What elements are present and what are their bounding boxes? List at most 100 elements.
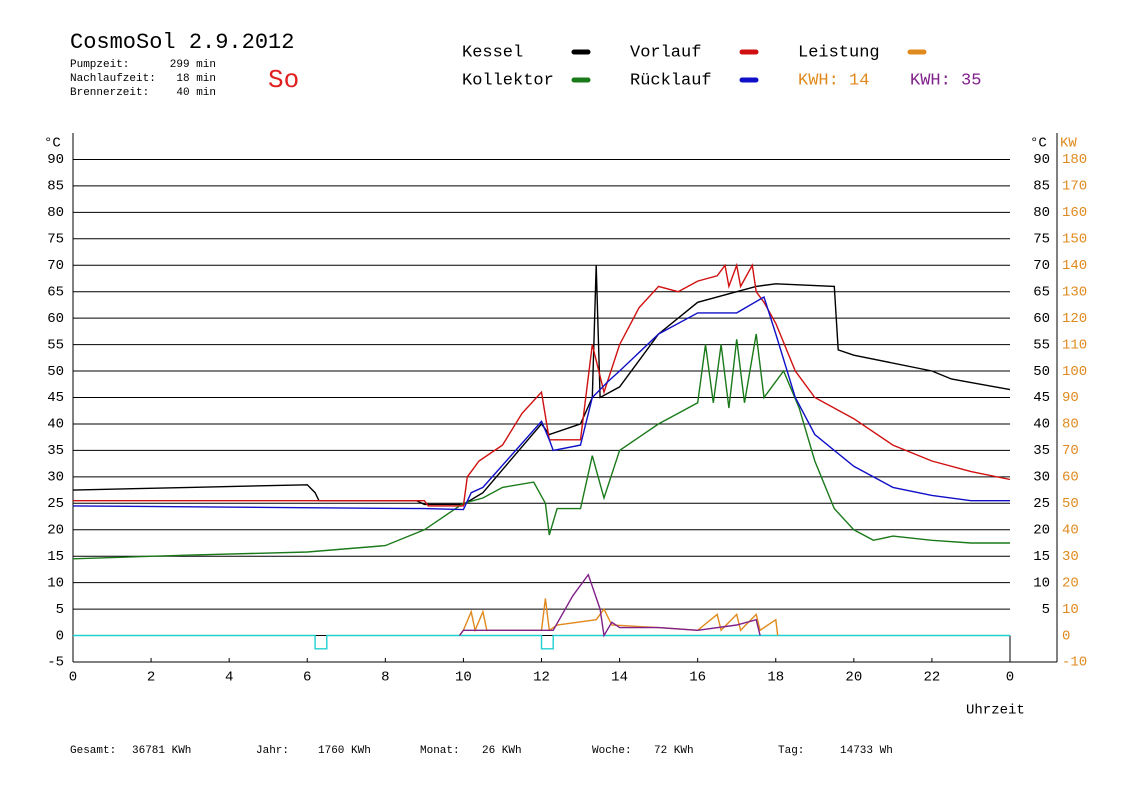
footer-label: Gesamt: [70,745,116,757]
y2-tick-label: 0 [1062,628,1070,644]
x-tick-label: 4 [225,670,233,686]
y-tick-label: 40 [47,417,64,433]
info-label: Brennerzeit: [70,87,149,99]
x-tick-label: 12 [533,670,550,686]
info-value: 299 min [170,59,216,71]
info-label: Nachlaufzeit: [70,73,156,85]
y-tick-label: 60 [47,311,64,327]
y-tick-label: 30 [47,470,64,486]
y-tick-label-right: 10 [1033,575,1050,591]
y-tick-label: 80 [47,205,64,221]
y-tick-label-right: 35 [1033,443,1050,459]
y-tick-label: 70 [47,258,64,274]
series-line [72,333,1010,560]
y-axis-label-right: °C [1030,136,1047,152]
x-tick-label: 6 [303,670,311,686]
y2-tick-label: 180 [1062,152,1087,168]
y2-tick-label: 160 [1062,205,1087,221]
y-tick-label: 25 [47,496,64,512]
y-tick-label-right: 50 [1033,364,1050,380]
footer-value: 26 KWh [482,745,522,757]
y-tick-label: 45 [47,390,64,406]
y-tick-label: 90 [47,152,64,168]
legend-label: Kessel [462,43,523,62]
y-axis-label: °C [44,136,61,152]
y-tick-label: 20 [47,522,64,538]
y-tick-label-right: 85 [1033,179,1050,195]
day: So [268,65,299,95]
series-line [72,295,1010,511]
y-tick-label-right: 40 [1033,417,1050,433]
x-tick-label: 2 [147,670,155,686]
y2-tick-label: -10 [1062,655,1087,671]
x-tick-label: 14 [611,670,628,686]
y-tick-label: 65 [47,284,64,300]
y2-tick-label: 20 [1062,575,1079,591]
legend-label: Vorlauf [630,43,701,62]
footer-value: 14733 Wh [840,745,893,757]
y-tick-label-right: 15 [1033,549,1050,565]
footer-label: Tag: [778,745,804,757]
y2-tick-label: 150 [1062,232,1087,248]
y-tick-label: 75 [47,232,64,248]
y-tick-label-right: 60 [1033,311,1050,327]
y-tick-label: 55 [47,337,64,353]
y-tick-label-right: 70 [1033,258,1050,274]
x-tick-label: 22 [924,670,941,686]
y2-tick-label: 60 [1062,470,1079,486]
y2-tick-label: 90 [1062,390,1079,406]
y2-tick-label: 130 [1062,284,1087,300]
info-value: 40 min [176,87,216,99]
y2-tick-label: 40 [1062,522,1079,538]
y2-tick-label: 100 [1062,364,1087,380]
y-tick-label: 15 [47,549,64,565]
y-tick-label: 85 [47,179,64,195]
x-axis-label: Uhrzeit [966,703,1025,719]
legend-label: Leistung [798,43,880,62]
y-tick-label-right: 30 [1033,470,1050,486]
footer-label: Jahr: [256,745,289,757]
burner-line [73,634,1010,650]
y-tick-label-right: 90 [1033,152,1050,168]
y2-tick-label: 170 [1062,179,1087,195]
y2-axis-label: KW [1060,136,1077,152]
series-line [72,265,1011,506]
y-tick-label: 0 [56,628,64,644]
footer-value: 72 KWh [654,745,694,757]
x-tick-label: 20 [845,670,862,686]
y-tick-label-right: 65 [1033,284,1050,300]
y2-tick-label: 70 [1062,443,1079,459]
x-tick-label: 16 [689,670,706,686]
y-tick-label: 50 [47,364,64,380]
y-tick-label-right: 5 [1042,602,1050,618]
series-line [458,573,761,638]
y-tick-label-right: 80 [1033,205,1050,221]
legend-label: Rücklauf [630,71,712,90]
x-tick-label: 0 [69,670,77,686]
y2-tick-label: 110 [1062,337,1087,353]
y2-tick-label: 80 [1062,417,1079,433]
y-tick-label-right: 25 [1033,496,1050,512]
footer-value: 36781 KWh [132,745,191,757]
chart-title: CosmoSol 2.9.2012 [70,30,294,55]
kwh-label: KWH: 14 [798,71,869,90]
y-tick-label: 35 [47,443,64,459]
footer-value: 1760 KWh [318,745,371,757]
footer-label: Woche: [592,745,632,757]
series-line [458,598,779,636]
x-tick-label: 8 [381,670,389,686]
y-tick-label: 5 [56,602,64,618]
y-tick-label-right: 20 [1033,522,1050,538]
x-tick-label: 0 [1006,670,1014,686]
y-tick-label: 10 [47,575,64,591]
info-value: 18 min [176,73,216,85]
y2-tick-label: 120 [1062,311,1087,327]
y2-tick-label: 140 [1062,258,1087,274]
info-label: Pumpzeit: [70,59,129,71]
x-tick-label: 18 [767,670,784,686]
y-tick-label-right: 75 [1033,232,1050,248]
legend-label: Kollektor [462,71,554,90]
x-tick-label: 10 [455,670,472,686]
series-line [73,262,1011,507]
